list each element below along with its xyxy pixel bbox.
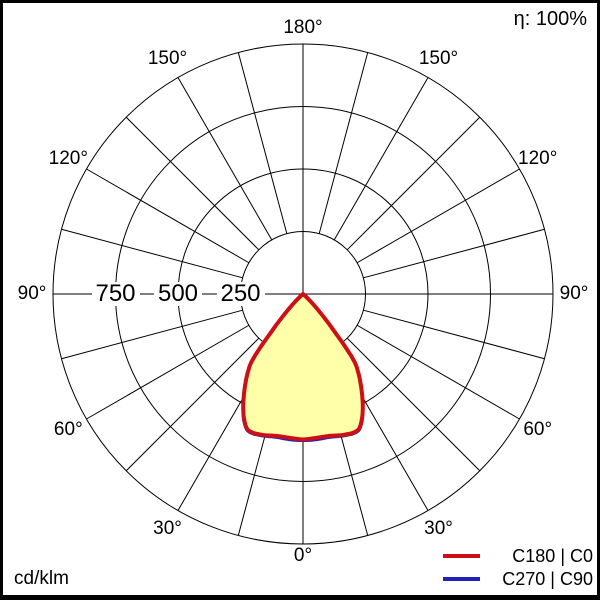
angle-label-90-right: 90° bbox=[559, 283, 589, 304]
legend-label-c0: C180 | C0 bbox=[512, 545, 593, 566]
angle-label-120-left: 120° bbox=[48, 147, 88, 169]
angle-label-30-left: 30° bbox=[153, 517, 182, 539]
grid-spoke-255 bbox=[61, 228, 243, 279]
grid-spoke-135 bbox=[346, 116, 481, 251]
radial-label-750: 750 bbox=[91, 282, 140, 306]
grid-spoke-210 bbox=[177, 77, 273, 241]
angle-label-30-right: 30° bbox=[424, 517, 453, 539]
angle-label-60-right: 60° bbox=[523, 418, 553, 440]
efficiency-label: η: 100% bbox=[513, 8, 587, 30]
legend-item-c0: C180 | C0 bbox=[443, 546, 593, 566]
angle-label-180: 180° bbox=[283, 17, 323, 38]
angle-label-120-right: 120° bbox=[518, 147, 558, 169]
unit-label: cd/klm bbox=[14, 568, 69, 589]
grid-spoke-120 bbox=[356, 168, 520, 264]
grid-spoke-60 bbox=[356, 324, 520, 420]
grid-spoke-225 bbox=[125, 116, 260, 251]
grid-spoke-105 bbox=[363, 228, 545, 279]
grid-spoke-195 bbox=[237, 52, 288, 234]
radial-label-500: 500 bbox=[153, 282, 203, 306]
grid-spoke-285 bbox=[61, 309, 243, 360]
angle-label-150-left: 150° bbox=[147, 48, 188, 70]
legend: C180 | C0 C270 | C90 bbox=[443, 546, 593, 589]
grid-spoke-75 bbox=[363, 309, 545, 360]
legend-label-c90: C270 | C90 bbox=[502, 568, 593, 589]
legend-item-c90: C270 | C90 bbox=[443, 569, 593, 589]
legend-line-blue bbox=[443, 577, 480, 581]
angle-label-0: 0° bbox=[293, 545, 313, 566]
angle-label-90-left: 90° bbox=[17, 283, 47, 304]
angle-label-60-left: 60° bbox=[53, 418, 83, 440]
grid-spoke-240 bbox=[86, 168, 250, 264]
curve-C180-C0 bbox=[241, 292, 365, 442]
grid-spoke-150 bbox=[333, 77, 429, 241]
grid-spoke-315 bbox=[125, 337, 260, 472]
grid-spoke-165 bbox=[318, 52, 369, 234]
angle-label-150-right: 150° bbox=[418, 48, 459, 70]
grid-spoke-45 bbox=[346, 337, 481, 472]
grid-spoke-300 bbox=[86, 324, 250, 420]
legend-line-red bbox=[443, 554, 480, 558]
radial-label-250: 250 bbox=[216, 282, 265, 306]
